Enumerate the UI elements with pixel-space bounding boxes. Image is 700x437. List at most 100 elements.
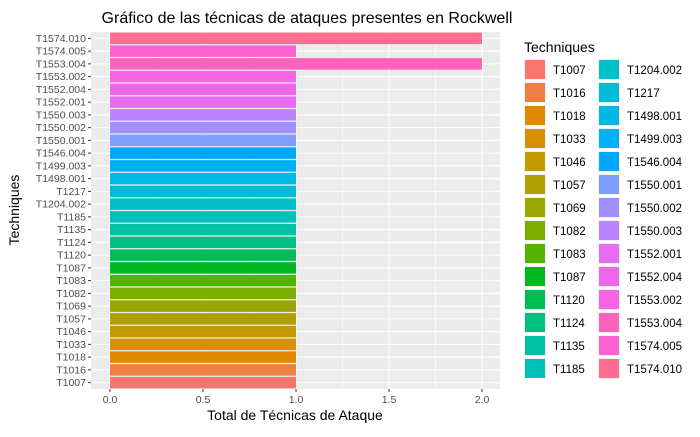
legend-item-t1120: T1120 [524, 289, 585, 310]
bar-t1069 [110, 300, 296, 312]
legend-swatch [525, 83, 545, 102]
x-tick-label: 2.0 [475, 394, 490, 406]
legend-swatch [525, 221, 545, 240]
legend-swatch [599, 244, 619, 263]
legend-item-t1499-003: T1499.003 [598, 128, 682, 149]
legend-swatch [599, 106, 619, 125]
legend-item-t1204-002: T1204.002 [598, 59, 682, 80]
x-tick-label: 1.0 [289, 394, 304, 406]
legend-item-t1550-001: T1550.001 [598, 174, 682, 195]
y-tick-labels: T1007T1016T1018T1033T1046T1057T1069T1082… [36, 33, 91, 389]
legend-swatch [599, 129, 619, 148]
bar-t1546-004 [110, 147, 296, 159]
bar-t1120 [110, 249, 296, 261]
bar-t1217 [110, 185, 296, 198]
legend-item-t1552-001: T1552.001 [598, 243, 682, 264]
legend-label: T1120 [553, 295, 585, 307]
y-tick-label: T1217 [56, 186, 86, 198]
legend-swatch [599, 175, 619, 194]
bar-t1033 [110, 338, 296, 351]
bar-t1135 [110, 223, 296, 236]
legend-item-t1553-004: T1553.004 [598, 312, 683, 333]
bar-t1046 [110, 325, 296, 338]
bars [110, 32, 482, 389]
bar-t1007 [110, 376, 296, 389]
legend-swatch [599, 290, 619, 309]
legend-item-t1046: T1046 [524, 151, 586, 172]
bar-t1124 [110, 236, 296, 249]
y-tick-label: T1498.001 [36, 173, 86, 185]
legend-item-t1087: T1087 [524, 266, 586, 287]
y-tick-label: T1082 [56, 288, 86, 300]
legend-item-t1082: T1082 [524, 220, 586, 241]
legend-label: T1499.003 [627, 134, 682, 146]
legend-item-t1007: T1007 [524, 59, 586, 80]
y-tick-label: T1124 [57, 237, 86, 249]
legend-label: T1033 [553, 134, 586, 146]
legend-label: T1057 [553, 180, 586, 192]
x-tick-labels: 0.0 0.5 1.0 1.5 2.0 [103, 389, 490, 406]
legend-swatch [599, 60, 619, 79]
legend-swatch [525, 60, 545, 79]
y-tick-label: T1552.004 [36, 84, 86, 96]
legend-label: T1069 [553, 203, 586, 215]
bar-t1550-002 [110, 121, 296, 134]
bar-t1087 [110, 262, 296, 274]
bar-t1574-010 [110, 32, 482, 45]
y-tick-label: T1087 [56, 262, 86, 274]
legend-swatch [525, 106, 545, 125]
legend-label: T1204.002 [627, 65, 682, 77]
legend-item-t1033: T1033 [524, 128, 586, 149]
bar-t1498-001 [110, 172, 296, 185]
legend-swatch [525, 129, 545, 148]
y-tick-label: T1046 [56, 326, 86, 338]
y-tick-label: T1552.001 [36, 97, 86, 109]
legend-item-t1018: T1018 [524, 105, 586, 126]
bar-t1185 [110, 211, 296, 223]
legend-swatch [599, 83, 619, 102]
bar-t1057 [110, 313, 296, 325]
y-tick-label: T1185 [57, 211, 86, 223]
bar-t1552-004 [110, 83, 296, 96]
legend-label: T1082 [553, 226, 586, 238]
bar-t1204-002 [110, 198, 296, 210]
y-tick-label: T1057 [56, 313, 86, 325]
y-tick-label: T1033 [56, 339, 86, 351]
y-tick-label: T1499.003 [36, 160, 86, 172]
legend-item-t1135: T1135 [524, 335, 585, 356]
y-tick-label: T1120 [57, 250, 86, 262]
legend-label: T1552.001 [627, 249, 682, 261]
legend-swatch [525, 336, 545, 355]
legend-item-t1553-002: T1553.002 [598, 289, 682, 310]
legend-label: T1546.004 [627, 157, 683, 169]
legend-swatch [599, 336, 619, 355]
legend-label: T1498.001 [627, 111, 682, 123]
legend-swatch [599, 313, 619, 332]
y-tick-label: T1553.004 [36, 58, 86, 70]
legend-item-t1498-001: T1498.001 [598, 105, 682, 126]
legend-label: T1574.010 [627, 364, 682, 376]
legend-label: T1124 [553, 318, 585, 330]
y-axis-title: Techniques [6, 175, 22, 246]
y-tick-label: T1546.004 [36, 148, 86, 160]
bar-t1553-002 [110, 70, 296, 83]
y-tick-label: T1069 [56, 301, 86, 313]
legend-label: T1553.002 [627, 295, 682, 307]
legend-label: T1016 [553, 88, 586, 100]
legend-swatch [525, 175, 545, 194]
y-tick-label: T1204.002 [36, 199, 86, 211]
y-tick-label: T1574.010 [36, 33, 86, 45]
legend-label: T1550.002 [627, 203, 682, 215]
legend-swatch [599, 359, 619, 378]
legend-item-t1552-004: T1552.004 [598, 266, 683, 287]
bar-t1550-003 [110, 109, 296, 121]
y-tick-label: T1007 [56, 377, 86, 389]
x-tick-label: 0.5 [196, 394, 211, 406]
bar-t1083 [110, 274, 296, 287]
legend-label: T1185 [553, 364, 585, 376]
bar-t1016 [110, 364, 296, 376]
y-tick-label: T1083 [56, 275, 86, 287]
legend-swatch [525, 152, 545, 171]
legend-label: T1046 [553, 157, 586, 169]
